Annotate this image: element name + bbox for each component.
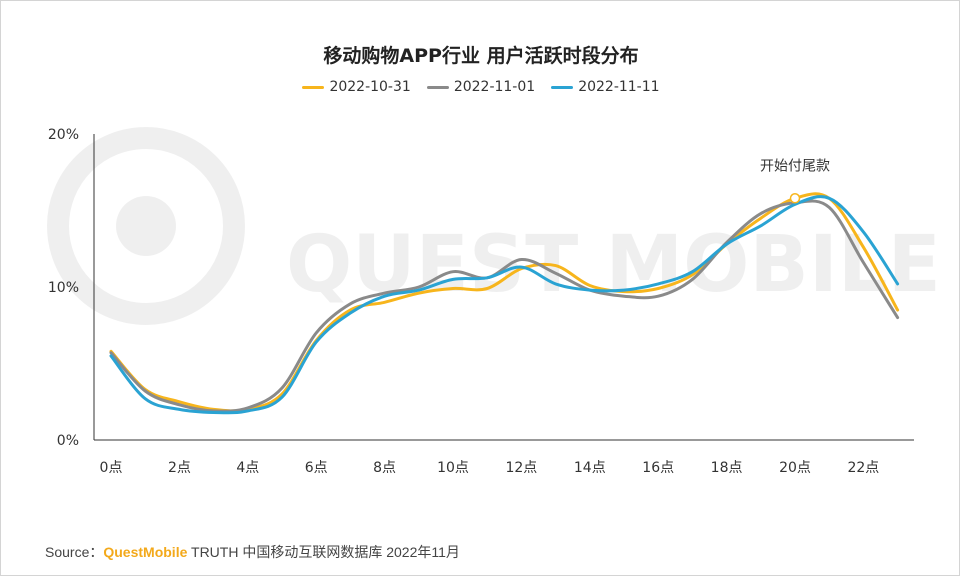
source-brand: QuestMobile [103, 544, 188, 560]
x-tick-label: 2点 [168, 460, 191, 476]
x-tick-label: 16点 [642, 460, 674, 476]
legend-item-2022-10-31[interactable]: 2022-10-31 [302, 79, 411, 95]
annotation-label: 开始付尾款 [760, 158, 830, 174]
y-tick-label: 20% [48, 127, 79, 143]
source-note: Source：QuestMobile TRUTH 中国移动互联网数据库 2022… [45, 542, 460, 562]
legend-label: 2022-11-11 [578, 79, 660, 95]
legend-swatch [551, 85, 574, 89]
annotation-marker [789, 193, 801, 204]
legend-label: 2022-10-31 [329, 79, 411, 95]
watermark-logo-ring [47, 127, 245, 325]
x-tick-label: 8点 [373, 460, 396, 476]
chart-legend: 2022-10-31 2022-11-01 2022-11-11 [1, 79, 960, 95]
y-tick-label: 0% [57, 433, 79, 449]
legend-swatch [302, 85, 325, 89]
legend-item-2022-11-11[interactable]: 2022-11-11 [551, 79, 660, 95]
legend-swatch [426, 85, 449, 89]
series-line-2022-11-01 [109, 199, 900, 413]
x-tick-label: 14点 [574, 460, 606, 476]
x-tick-label: 20点 [779, 460, 811, 476]
x-tick-label: 10点 [437, 460, 469, 476]
legend-item-2022-11-01[interactable]: 2022-11-01 [426, 79, 536, 95]
x-tick-label: 0点 [100, 460, 123, 476]
legend-label: 2022-11-01 [453, 79, 536, 95]
watermark-logo-dot [116, 196, 176, 256]
y-tick-label: 10% [48, 280, 79, 296]
x-tick-label: 22点 [847, 460, 879, 476]
x-tick-label: 12点 [505, 460, 537, 476]
source-prefix: Source： [45, 544, 104, 560]
x-tick-label: 4点 [236, 460, 259, 476]
x-tick-label: 18点 [711, 460, 743, 476]
x-tick-label: 6点 [305, 460, 328, 476]
series-line-2022-11-11 [109, 195, 900, 415]
source-suffix: TRUTH 中国移动互联网数据库 2022年11月 [187, 544, 460, 560]
chart-title: 移动购物APP行业 用户活跃时段分布 [323, 45, 639, 67]
